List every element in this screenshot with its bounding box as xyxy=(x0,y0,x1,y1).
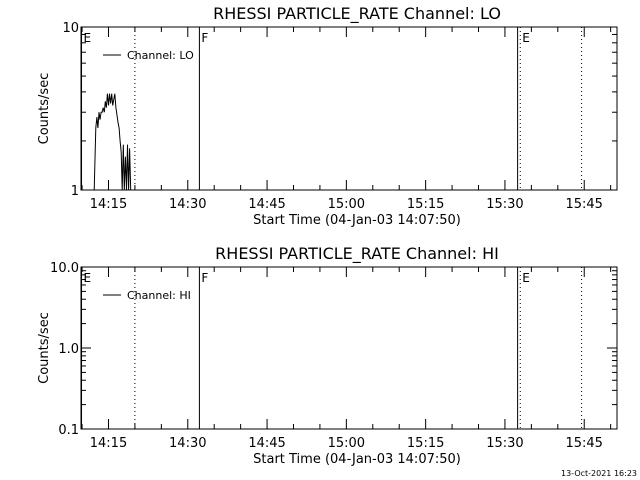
footer-timestamp: 13-Oct-2021 16:23 xyxy=(561,469,637,478)
x-tick-label: 14:30 xyxy=(169,197,206,212)
y-axis-label: Counts/sec xyxy=(37,73,52,145)
x-tick-label: 15:45 xyxy=(565,197,602,212)
panel-lo: RHESSI PARTICLE_RATE Channel: LO 1 10 14:15… xyxy=(37,4,618,228)
legend-label: Channel: LO xyxy=(127,49,194,62)
x-tick-label: 15:15 xyxy=(407,436,444,451)
chart-title: RHESSI PARTICLE_RATE Channel: LO xyxy=(213,4,501,24)
x-tick-label: 14:30 xyxy=(169,436,206,451)
event-marker-label: E xyxy=(84,271,92,285)
event-marker-label: E xyxy=(84,31,92,45)
x-tick-label: 15:00 xyxy=(328,436,365,451)
x-tick-label: 15:30 xyxy=(486,197,523,212)
series-line xyxy=(93,93,132,191)
x-axis-label: Start Time (04-Jan-03 14:07:50) xyxy=(253,213,461,228)
y-tick-label: 1.0 xyxy=(58,342,79,357)
event-marker-label: E xyxy=(522,31,530,45)
x-tick-label: 15:15 xyxy=(407,197,444,212)
x-tick-label: 14:45 xyxy=(248,197,285,212)
panel-hi: RHESSI PARTICLE_RATE Channel: HI 0.1 1.0 10… xyxy=(37,244,618,467)
legend-label: Channel: HI xyxy=(127,289,191,302)
x-tick-label: 14:15 xyxy=(90,197,127,212)
y-tick-label: 0.1 xyxy=(58,423,79,438)
y-tick-label: 10 xyxy=(62,21,79,36)
y-axis-label: Counts/sec xyxy=(37,312,52,384)
x-tick-label: 14:45 xyxy=(248,436,285,451)
x-tick-label: 14:15 xyxy=(90,436,127,451)
y-tick-label: 10.0 xyxy=(50,261,79,276)
x-tick-label: 15:45 xyxy=(565,436,602,451)
event-marker-label: F xyxy=(201,31,208,45)
chart-title: RHESSI PARTICLE_RATE Channel: HI xyxy=(215,244,499,264)
event-marker-label: E xyxy=(522,271,530,285)
plot-frame xyxy=(80,26,618,191)
x-tick-label: 15:30 xyxy=(486,436,523,451)
y-tick-label: 1 xyxy=(71,184,79,199)
event-marker-label: F xyxy=(201,271,208,285)
x-tick-label: 15:00 xyxy=(328,197,365,212)
x-axis-label: Start Time (04-Jan-03 14:07:50) xyxy=(253,452,461,467)
